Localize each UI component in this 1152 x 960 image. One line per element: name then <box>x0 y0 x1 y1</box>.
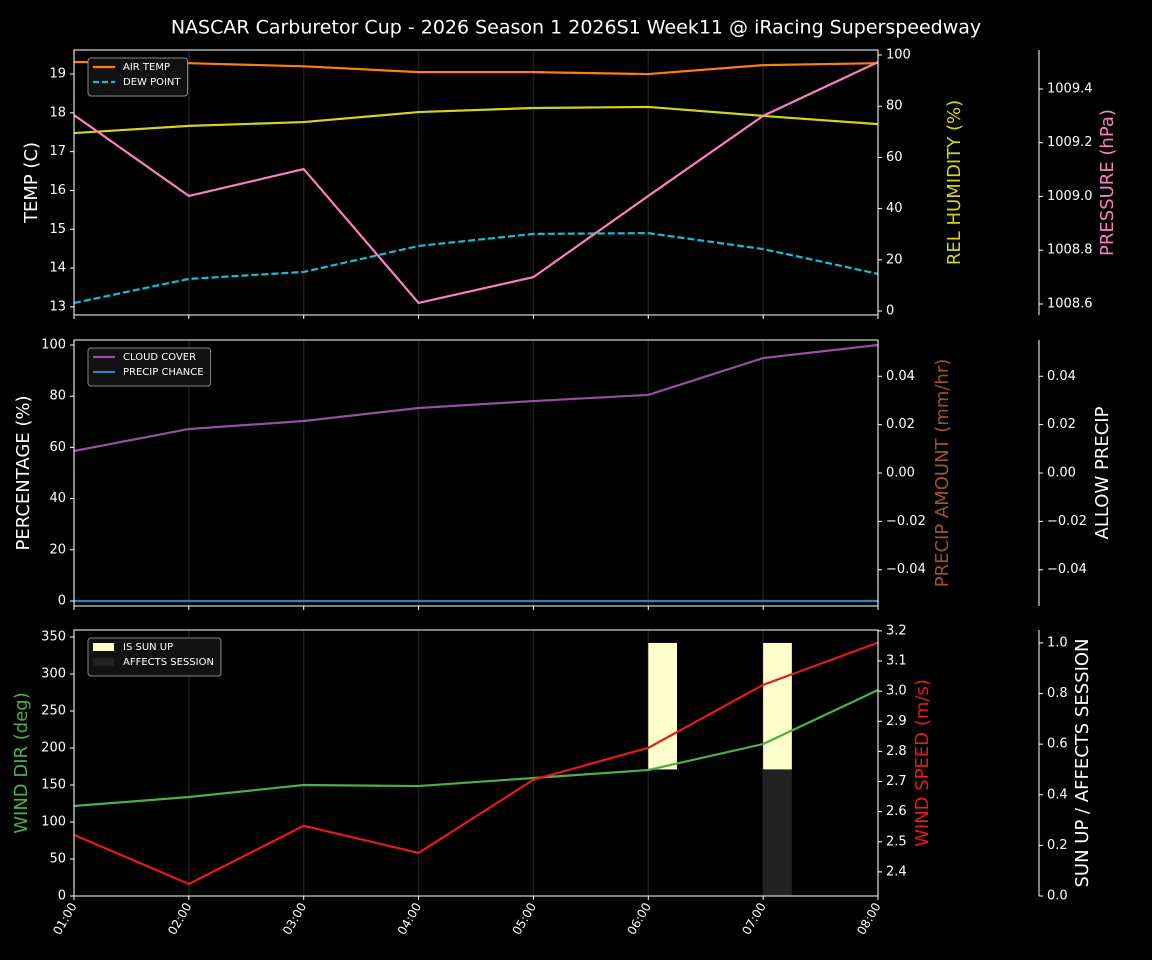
y-tick-label: 20 <box>49 542 66 557</box>
line <box>73 343 879 453</box>
y3-tick-label: 1009.0 <box>1047 189 1093 204</box>
y-tick-label: 0 <box>58 889 66 904</box>
y2-tick-label: 3.1 <box>886 654 907 669</box>
legend-box <box>87 347 212 387</box>
y3-tick-label: 0.4 <box>1047 787 1068 802</box>
line <box>73 641 879 886</box>
y3-axis-label: SUN UP / AFFECTS SESSION <box>1072 638 1093 887</box>
y2-tick-label: 40 <box>886 201 903 216</box>
y-tick-label: 18 <box>49 105 66 120</box>
y3-tick-label: 0.02 <box>1047 417 1076 432</box>
y-tick-label: 100 <box>41 337 66 352</box>
y2-tick-label: 3.0 <box>886 684 907 699</box>
chart-title: NASCAR Carburetor Cup - 2026 Season 1 20… <box>171 17 981 39</box>
bar <box>763 769 792 896</box>
y2-tick-label: 2.7 <box>886 774 907 789</box>
y2-tick-label: 100 <box>886 47 911 62</box>
y3-tick-label: 1008.6 <box>1047 296 1093 311</box>
y-tick-label: 250 <box>41 704 66 719</box>
y3-tick-label: −0.04 <box>1047 562 1087 577</box>
y2-tick-label: 0.00 <box>886 466 915 481</box>
y2-tick-label: 80 <box>886 99 903 114</box>
y-tick-label: 80 <box>49 389 66 404</box>
y2-axis-label: PRECIP AMOUNT (mm/hr) <box>932 359 953 588</box>
y3-tick-label: 0.2 <box>1047 838 1068 853</box>
y-axis-label: WIND DIR (deg) <box>11 692 32 834</box>
legend-label: DEW POINT <box>123 77 181 88</box>
y-tick-label: 15 <box>49 222 66 237</box>
plot-frame <box>73 629 879 897</box>
legend-label: AIR TEMP <box>123 62 170 73</box>
y2-tick-label: 0.04 <box>886 369 915 384</box>
y2-tick-label: −0.04 <box>886 562 926 577</box>
line <box>73 689 879 808</box>
y2-tick-label: 2.8 <box>886 744 907 759</box>
y-tick-label: 19 <box>49 67 66 82</box>
y-tick-label: 350 <box>41 630 66 645</box>
y3-tick-label: 1009.2 <box>1047 135 1093 150</box>
y-axis-label: PERCENTAGE (%) <box>13 395 34 550</box>
line <box>73 105 879 135</box>
y-tick-label: 200 <box>41 741 66 756</box>
y-tick-label: 150 <box>41 778 66 793</box>
y2-tick-label: 60 <box>886 150 903 165</box>
legend-label: PRECIP CHANCE <box>123 367 204 378</box>
y2-tick-label: 0 <box>886 304 894 319</box>
y-tick-label: 40 <box>49 491 66 506</box>
y3-tick-label: 0.6 <box>1047 737 1068 752</box>
y3-tick-label: 1009.4 <box>1047 81 1093 96</box>
y3-tick-label: 1008.8 <box>1047 243 1093 258</box>
y3-tick-label: −0.02 <box>1047 514 1087 529</box>
y3-tick-label: 0.0 <box>1047 889 1068 904</box>
bar <box>763 642 792 770</box>
y-axis-label: TEMP (C) <box>21 142 42 224</box>
y-tick-label: 17 <box>49 144 66 159</box>
plot-frame <box>73 49 879 316</box>
y-tick-label: 13 <box>49 299 66 314</box>
line <box>73 61 879 305</box>
y3-tick-label: 1.0 <box>1047 635 1068 650</box>
y3-axis-label: ALLOW PRECIP <box>1092 406 1113 539</box>
plot-frame <box>73 339 879 607</box>
y3-axis-label: PRESSURE (hPa) <box>1097 109 1118 256</box>
y-tick-label: 300 <box>41 667 66 682</box>
legend-label: IS SUN UP <box>123 642 173 653</box>
y3-tick-label: 0.8 <box>1047 686 1068 701</box>
bar <box>648 642 677 770</box>
y2-tick-label: 2.9 <box>886 714 907 729</box>
y2-tick-label: 2.5 <box>886 834 907 849</box>
legend-swatch <box>93 643 114 651</box>
y2-tick-label: 0.02 <box>886 417 915 432</box>
y3-tick-label: 0.04 <box>1047 369 1076 384</box>
y-tick-label: 60 <box>49 440 66 455</box>
y-tick-label: 100 <box>41 815 66 830</box>
y2-axis-label: WIND SPEED (m/s) <box>912 679 933 847</box>
y2-tick-label: 3.2 <box>886 623 907 638</box>
line <box>73 60 879 76</box>
legend-label: AFFECTS SESSION <box>123 657 214 668</box>
y-tick-label: 14 <box>49 261 66 276</box>
legend-box <box>87 637 222 677</box>
y2-axis-label: REL HUMIDITY (%) <box>944 100 965 265</box>
y2-tick-label: 2.6 <box>886 804 907 819</box>
legend-label: CLOUD COVER <box>123 352 196 363</box>
y-tick-label: 50 <box>49 852 66 867</box>
line <box>73 232 879 305</box>
y-tick-label: 16 <box>49 183 66 198</box>
y2-tick-label: −0.02 <box>886 514 926 529</box>
y2-tick-label: 20 <box>886 252 903 267</box>
y3-tick-label: 0.00 <box>1047 466 1076 481</box>
legend-swatch <box>93 658 114 666</box>
y-tick-label: 0 <box>58 594 66 609</box>
y2-tick-label: 2.4 <box>886 864 907 879</box>
